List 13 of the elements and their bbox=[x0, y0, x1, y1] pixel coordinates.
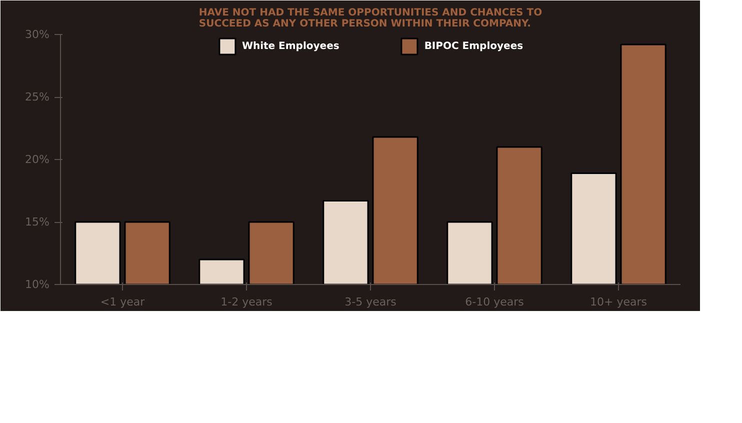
legend-label: White Employees bbox=[242, 40, 340, 52]
y-tick-label: 10% bbox=[25, 278, 50, 291]
y-tick-label: 30% bbox=[25, 28, 50, 41]
x-tick-label: 10+ years bbox=[590, 296, 648, 308]
x-tick-label: <1 year bbox=[100, 296, 146, 308]
chart-title: HAVE NOT HAD THE SAME OPPORTUNITIES AND CHANCES TO SUCCEED AS ANY OTHER PERSON WITHIN THEIR COMPANY. bbox=[198, 8, 542, 30]
legend-label: BIPOC Employees bbox=[424, 40, 524, 52]
x-tick-label: 3-5 years bbox=[344, 296, 397, 308]
y-tick-label: 20% bbox=[25, 153, 50, 166]
x-tick-label: 1-2 years bbox=[220, 296, 273, 308]
y-tick-label: 15% bbox=[25, 216, 50, 228]
y-tick-label: 25% bbox=[25, 90, 50, 104]
x-tick-label: 6-10 years bbox=[465, 296, 524, 308]
